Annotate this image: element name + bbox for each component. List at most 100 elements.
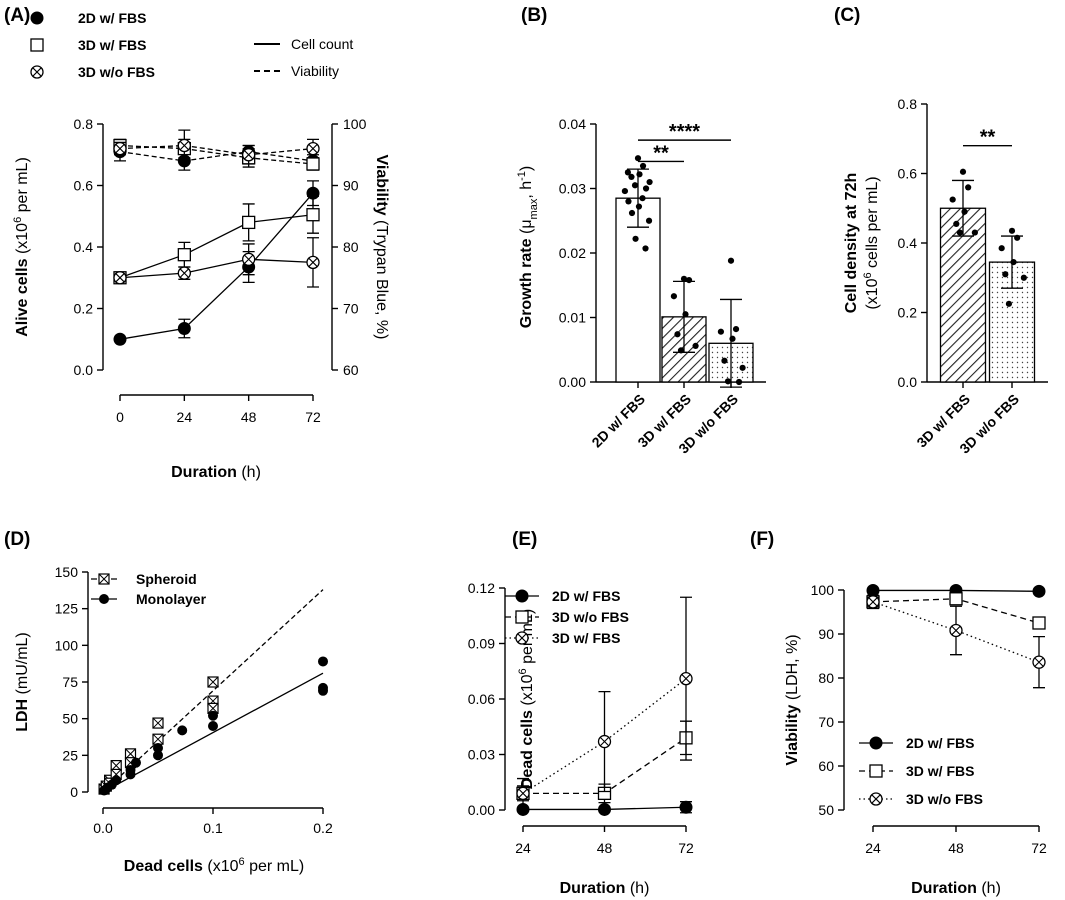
y-tick-label: 75	[62, 674, 78, 690]
legend-marker	[869, 792, 883, 806]
data-point	[318, 656, 328, 667]
data-point	[125, 765, 136, 775]
y-tick-label: 0.2	[74, 301, 94, 317]
data-point	[646, 178, 653, 186]
y-tick-label: 0.09	[468, 636, 495, 652]
series-line	[522, 678, 687, 794]
series-crossed-circle-viability	[113, 129, 320, 165]
legend-marker	[515, 610, 529, 624]
marker-cross	[951, 625, 961, 636]
legend-marker	[515, 631, 529, 645]
y-axis-title: Dead cells (x106 per mL)	[517, 609, 536, 789]
series-line	[119, 214, 314, 279]
axes: 0 25 50 75 100 125 150 0.0 0.1 0.2 Dead cells (x10…	[14, 564, 333, 875]
data-point	[177, 266, 191, 280]
data-point	[177, 321, 191, 335]
data-point	[998, 245, 1005, 252]
data-point	[632, 235, 639, 242]
data-point	[735, 378, 743, 386]
x-tick-label: 0.0	[93, 820, 113, 836]
data-point	[642, 185, 650, 192]
data-point	[692, 342, 699, 349]
legend-label: 3D w/o FBS	[78, 64, 155, 80]
data-point	[152, 717, 164, 729]
data-point	[177, 138, 191, 153]
panel-e: (E) 0.00 0.03 0.06 0.09 0.12 24 48 72 Duration (h…	[468, 529, 694, 897]
panel-label: (D)	[4, 529, 30, 550]
data-point	[1020, 274, 1027, 281]
marker-cross	[244, 150, 254, 160]
marker-cross	[179, 268, 189, 278]
y-tick-label: 0.6	[898, 166, 918, 182]
series-line	[119, 258, 314, 279]
data-point	[208, 710, 218, 721]
data-point	[242, 148, 256, 162]
panel-label: (B)	[521, 5, 547, 26]
data-point	[642, 245, 649, 252]
series-crossed-circle-count	[113, 237, 320, 288]
axes: 50 60 70 80 90 100 24 48 72 Duration (h) Viability…	[784, 582, 1047, 897]
legend-label: 2D w/ FBS	[906, 735, 974, 751]
data-point	[634, 155, 642, 162]
data-point	[866, 595, 880, 609]
x-tick-label: 24	[515, 840, 531, 856]
x-tick-label: 72	[305, 409, 321, 425]
data-point	[679, 672, 693, 686]
legend: 2D w/ FBS 3D w/ FBS 3D w/o FBS	[859, 735, 983, 807]
data-point	[956, 229, 964, 236]
legend-label: 3D w/o FBS	[906, 791, 983, 807]
y-tick-label: 70	[818, 714, 834, 730]
series-filled-circle	[516, 800, 693, 816]
y-tick-label: 0.06	[468, 691, 495, 707]
marker-cross	[1034, 657, 1044, 667]
legend-marker	[30, 38, 44, 52]
data-point	[674, 331, 681, 338]
y2-axis-title: Viability (Trypan Blue, %)	[373, 155, 390, 340]
points	[621, 155, 746, 386]
x-tick-label: 0.1	[203, 820, 223, 836]
x-axis-title: Dead cells (x106 per mL)	[124, 856, 304, 875]
marker-cross	[681, 674, 691, 684]
panel-f: (F) 50 60 70 80 90 100 24 48 72 Duration (h) Viabil…	[750, 529, 1047, 897]
significance: **	[963, 127, 1012, 149]
data-point	[1032, 655, 1046, 669]
data-point	[1002, 271, 1009, 278]
data-point	[639, 195, 646, 202]
y-tick-label: 0.03	[468, 747, 495, 763]
marker-cross	[207, 703, 219, 714]
panel-label: (A)	[4, 5, 30, 26]
data-point	[729, 335, 736, 342]
data-point	[670, 293, 678, 300]
data-point	[682, 311, 689, 318]
data-point	[732, 326, 740, 333]
axes: 0.00 0.03 0.06 0.09 0.12 24 48 72 Duration (h) De…	[468, 580, 694, 897]
data-point	[953, 220, 960, 227]
error-bar	[627, 168, 649, 228]
error-bar	[720, 298, 742, 388]
error-bar	[1001, 235, 1023, 289]
significance-stars: **	[653, 142, 669, 164]
data-point	[639, 162, 647, 170]
marker-cross	[308, 257, 318, 267]
data-point	[628, 173, 635, 180]
data-point	[949, 196, 956, 203]
data-point	[516, 786, 530, 800]
error-bars	[952, 179, 1023, 289]
y-tick-label: 125	[55, 601, 79, 617]
legend-label: Monolayer	[136, 591, 207, 607]
axes: 0.0 0.2 0.4 0.6 0.8 60 70 80 90 100 0 24 48 72 Duratio…	[12, 116, 390, 481]
data-point	[177, 725, 188, 736]
y2-tick-label: 60	[343, 362, 359, 378]
marker-cross	[98, 573, 110, 585]
data-point	[131, 757, 141, 768]
y-tick-label: 50	[818, 802, 834, 818]
y-tick-label: 80	[818, 670, 834, 686]
data-point	[965, 184, 972, 191]
legend-label: 3D w/o FBS	[552, 609, 629, 625]
marker-cross	[517, 633, 527, 643]
legend: Spheroid Monolayer	[91, 571, 207, 607]
data-point	[152, 733, 164, 745]
y-tick-label: 100	[811, 582, 835, 598]
